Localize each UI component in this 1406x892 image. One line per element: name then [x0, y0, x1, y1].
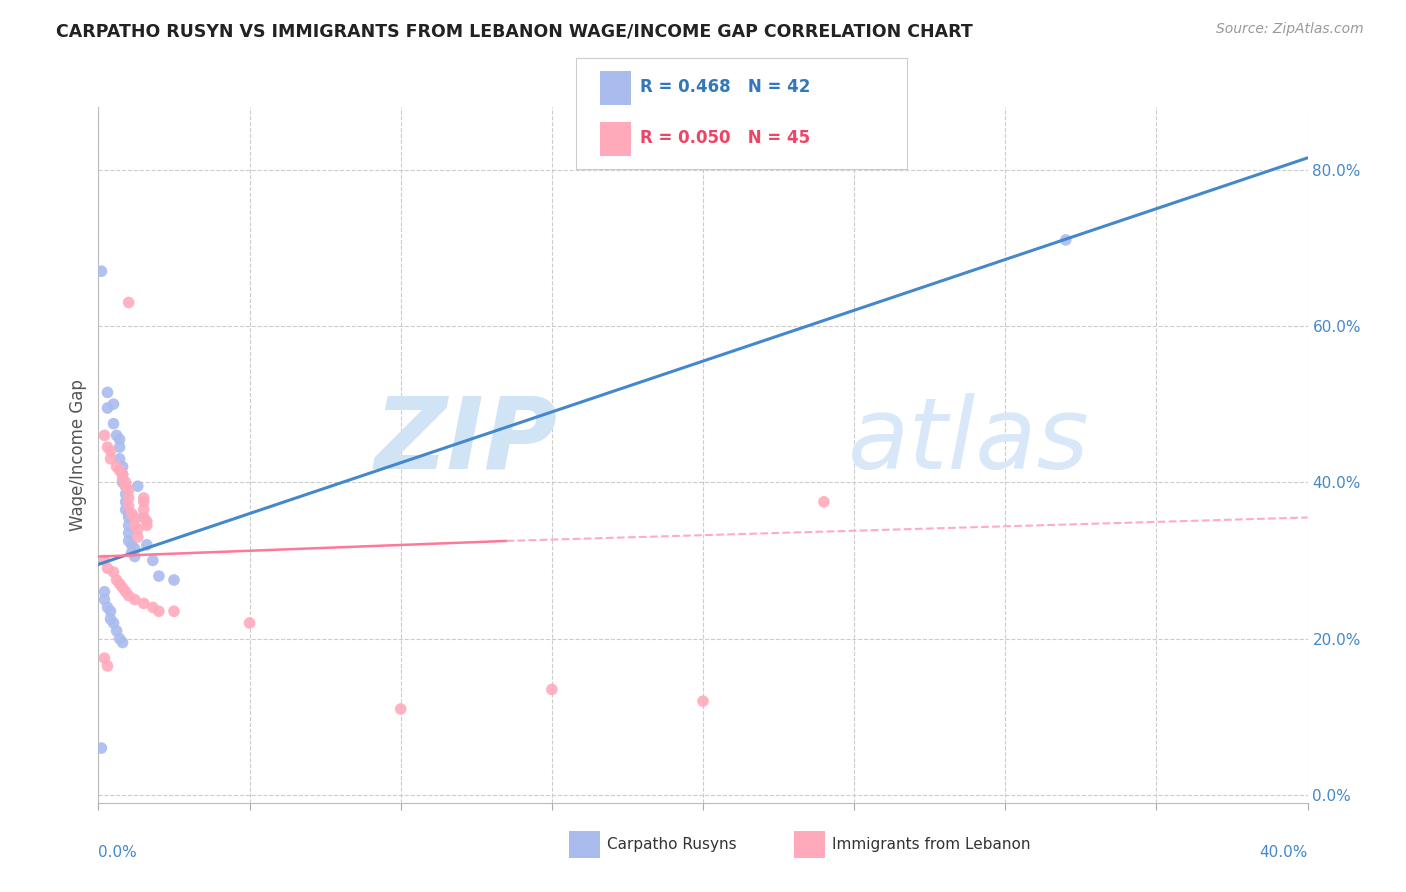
Point — [114, 495, 136, 509]
Text: R = 0.050   N = 45: R = 0.050 N = 45 — [640, 129, 810, 147]
Point — [108, 464, 131, 478]
Point — [121, 507, 143, 521]
Point — [90, 264, 112, 278]
Point — [96, 401, 118, 415]
Text: 0.0%: 0.0% — [98, 845, 138, 860]
Point — [114, 502, 136, 516]
Text: Immigrants from Lebanon: Immigrants from Lebanon — [832, 838, 1031, 852]
Point — [90, 741, 112, 756]
Point — [540, 682, 562, 697]
Point — [96, 440, 118, 454]
Point — [148, 604, 170, 618]
Text: R = 0.468   N = 42: R = 0.468 N = 42 — [640, 78, 810, 96]
Point — [132, 597, 155, 611]
Point — [105, 459, 128, 474]
Point — [239, 615, 262, 630]
Text: Carpatho Rusyns: Carpatho Rusyns — [607, 838, 737, 852]
Point — [121, 546, 143, 560]
Point — [118, 533, 141, 548]
Point — [114, 584, 136, 599]
Point — [108, 577, 131, 591]
Point — [96, 385, 118, 400]
Point — [132, 491, 155, 505]
Point — [105, 624, 128, 638]
Point — [96, 659, 118, 673]
Point — [118, 499, 141, 513]
Text: 40.0%: 40.0% — [1260, 845, 1308, 860]
Point — [93, 553, 115, 567]
Point — [1054, 233, 1077, 247]
Point — [114, 487, 136, 501]
Text: Source: ZipAtlas.com: Source: ZipAtlas.com — [1216, 22, 1364, 37]
Point — [93, 584, 115, 599]
Point — [121, 538, 143, 552]
Point — [163, 604, 186, 618]
Point — [111, 467, 134, 482]
Point — [111, 459, 134, 474]
Point — [132, 510, 155, 524]
Point — [103, 565, 125, 579]
Text: atlas: atlas — [848, 392, 1090, 490]
Point — [111, 581, 134, 595]
Point — [124, 549, 146, 564]
Point — [105, 428, 128, 442]
Point — [389, 702, 412, 716]
Point — [124, 592, 146, 607]
Point — [132, 510, 155, 524]
Point — [124, 541, 146, 556]
Point — [118, 483, 141, 497]
Point — [108, 632, 131, 646]
Point — [142, 600, 165, 615]
Point — [96, 600, 118, 615]
Text: ZIP: ZIP — [375, 392, 558, 490]
Point — [118, 526, 141, 541]
Point — [813, 495, 835, 509]
Point — [108, 440, 131, 454]
Point — [148, 569, 170, 583]
Point — [105, 573, 128, 587]
Point — [127, 530, 149, 544]
Point — [111, 475, 134, 490]
Point — [132, 495, 155, 509]
Point — [127, 522, 149, 536]
Point — [132, 502, 155, 516]
Point — [135, 514, 157, 528]
Point — [118, 507, 141, 521]
Point — [100, 451, 122, 466]
Point — [118, 295, 141, 310]
Point — [111, 467, 134, 482]
Point — [135, 538, 157, 552]
Point — [135, 518, 157, 533]
Point — [100, 612, 122, 626]
Point — [124, 518, 146, 533]
Point — [142, 553, 165, 567]
Point — [118, 589, 141, 603]
Point — [114, 479, 136, 493]
Point — [93, 651, 115, 665]
Y-axis label: Wage/Income Gap: Wage/Income Gap — [69, 379, 87, 531]
Point — [163, 573, 186, 587]
Point — [118, 518, 141, 533]
Point — [93, 592, 115, 607]
Point — [111, 635, 134, 649]
Point — [111, 471, 134, 485]
Point — [103, 615, 125, 630]
Point — [692, 694, 714, 708]
Point — [114, 479, 136, 493]
Point — [100, 444, 122, 458]
Point — [124, 510, 146, 524]
Point — [103, 397, 125, 411]
Point — [127, 479, 149, 493]
Point — [118, 510, 141, 524]
Point — [96, 561, 118, 575]
Point — [108, 451, 131, 466]
Point — [114, 475, 136, 490]
Text: CARPATHO RUSYN VS IMMIGRANTS FROM LEBANON WAGE/INCOME GAP CORRELATION CHART: CARPATHO RUSYN VS IMMIGRANTS FROM LEBANO… — [56, 22, 973, 40]
Point — [93, 428, 115, 442]
Point — [103, 417, 125, 431]
Point — [118, 491, 141, 505]
Point — [108, 432, 131, 446]
Point — [100, 604, 122, 618]
